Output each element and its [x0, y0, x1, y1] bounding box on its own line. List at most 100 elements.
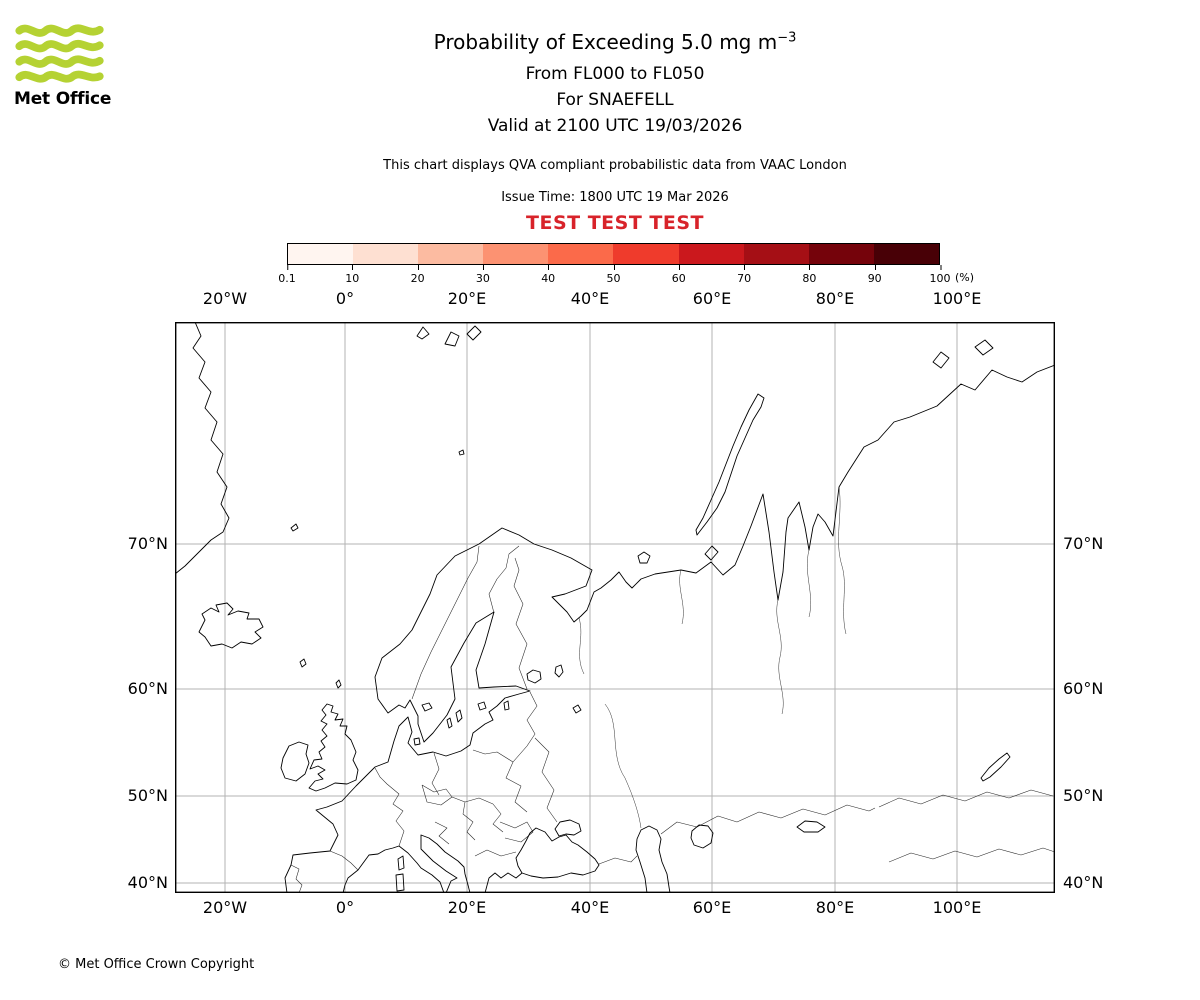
border-pyrenees: [329, 850, 359, 871]
border-norway-sweden: [411, 545, 480, 700]
colorbar-tick-label: 20: [410, 265, 425, 285]
qva-note: This chart displays QVA compliant probab…: [383, 158, 847, 173]
border-ukraine-russia: [534, 737, 558, 823]
island-vaygach: [704, 545, 719, 561]
colorbar-tick-label: 40: [541, 265, 556, 285]
logo-waves-icon: [15, 24, 104, 83]
colorbar-tick-label: 10: [345, 265, 360, 285]
logo-wave: [15, 39, 104, 53]
lat-label-left: 70°N: [127, 534, 168, 553]
logo-text: Met Office: [14, 89, 112, 109]
chart-title-exponent: −3: [777, 30, 797, 46]
coastline-greenland: [174, 321, 230, 575]
island-bear: [458, 449, 465, 456]
river-pechora: [679, 569, 684, 625]
river-taz: [807, 549, 811, 618]
colorbar-segment: [483, 244, 549, 264]
map-panel: [174, 321, 1056, 894]
border-sweden-finland: [488, 545, 520, 614]
colorbar-tick-label: 100: [929, 265, 951, 285]
coastline-iceland: [198, 602, 264, 649]
europe-map: [174, 321, 1056, 894]
lat-label-right: 50°N: [1063, 786, 1104, 805]
colorbar-segment: [743, 244, 809, 264]
border-mongolia-north: [878, 789, 1054, 808]
lat-label-left: 40°N: [127, 873, 168, 892]
colorbar-segment: [808, 244, 874, 264]
border-france-germany-alps: [374, 767, 405, 847]
lon-label-bottom: 80°E: [815, 898, 855, 917]
island-svalbard-2: [466, 325, 482, 341]
lon-label-bottom: 20°E: [447, 898, 487, 917]
border-mongolia-south: [888, 847, 1056, 863]
lake-ladoga: [526, 669, 542, 684]
lon-label-bottom: 100°E: [932, 898, 982, 917]
issue-time: Issue Time: 1800 UTC 19 Mar 2026: [501, 190, 729, 205]
border-germany-poland: [431, 752, 440, 796]
chart-title: Probability of Exceeding 5.0 mg m−3: [175, 30, 1055, 54]
border-portugal-spain: [290, 864, 303, 894]
colorbar-tick-label: 0.1: [278, 265, 296, 285]
lake-balkhash: [796, 820, 826, 833]
coastline-caspian-sea: [635, 825, 671, 894]
island-corsica: [397, 855, 405, 871]
island-saaremaa: [477, 701, 487, 711]
coastline-mediterranean: [342, 845, 445, 894]
island-gotland: [455, 709, 463, 723]
island-jan-mayen: [290, 523, 299, 532]
chart-title-text: Probability of Exceeding 5.0 mg m: [433, 30, 778, 54]
colorbar-segment: [613, 244, 679, 264]
border-central-europe: [451, 796, 504, 841]
colorbar-segment: [548, 244, 614, 264]
lon-label-top: 80°E: [815, 289, 855, 308]
lon-label-top: 0°: [335, 289, 355, 308]
lat-label-right: 60°N: [1063, 679, 1104, 698]
colorbar-tick-label: 90: [867, 265, 882, 285]
coastline-sea-of-azov: [554, 819, 582, 837]
copyright: © Met Office Crown Copyright: [58, 957, 255, 972]
lake-peipus: [503, 700, 510, 711]
grid-layer: [175, 322, 1055, 893]
lon-label-top: 40°E: [570, 289, 610, 308]
border-finland-russia: [513, 557, 528, 690]
lon-label-top: 20°W: [202, 289, 248, 308]
colorbar-tick-label: 80: [802, 265, 817, 285]
island-oland: [446, 717, 453, 729]
colorbar: 0.1 10 20 30 40 50 60 70 80 90 100 (%): [278, 243, 974, 289]
lon-label-bottom: 60°E: [692, 898, 732, 917]
border-baltics: [512, 691, 538, 763]
lon-label-top: 20°E: [447, 289, 487, 308]
lake-vanern: [421, 702, 433, 712]
border-poland-east: [472, 749, 528, 813]
coastline-ireland: [280, 741, 310, 782]
met-office-logo: Met Office: [14, 22, 134, 109]
colorbar-segment: [678, 244, 744, 264]
river-volga: [604, 703, 642, 829]
map-frame: [174, 321, 1055, 893]
colorbar-segment: [353, 244, 419, 264]
subtitle-flight-levels: From FL000 to FL050: [525, 64, 705, 84]
lake-onega: [554, 664, 564, 678]
colorbar-segments: [287, 243, 940, 265]
border-caucasus: [598, 855, 638, 865]
colorbar-tick-label: 50: [606, 265, 621, 285]
colorbar-unit: (%): [955, 271, 975, 284]
colorbar-ticklabels: 0.1 10 20 30 40 50 60 70 80 90 100: [278, 265, 951, 287]
island-arctic-2: [974, 339, 994, 356]
river-ob: [776, 599, 784, 715]
island-shetland: [335, 679, 342, 689]
lat-label-right: 70°N: [1063, 534, 1104, 553]
lake-rybinsk: [572, 704, 582, 714]
colorbar-tick-label: 30: [475, 265, 490, 285]
lon-label-bottom: 0°: [335, 898, 355, 917]
lat-label-left: 50°N: [127, 786, 168, 805]
logo-wave: [15, 70, 104, 83]
island-arctic-1: [932, 351, 950, 369]
coastline-adriatic: [420, 834, 471, 894]
coastline-aegean: [484, 872, 523, 894]
lon-label-bottom: 20°W: [202, 898, 248, 917]
river-dvina: [578, 617, 585, 675]
coastlines-layer: [174, 321, 1056, 894]
lon-label-top: 60°E: [692, 289, 732, 308]
